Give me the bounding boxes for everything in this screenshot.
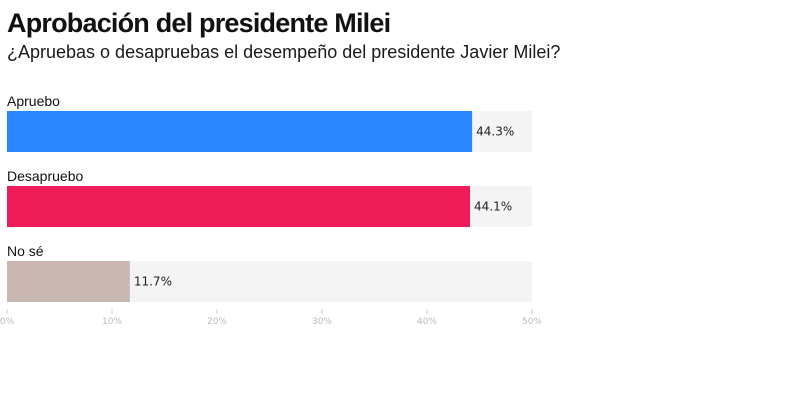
bar — [7, 186, 471, 227]
tick-label: 40% — [417, 317, 437, 327]
value-label: 44.3% — [476, 125, 514, 139]
tick-label: 50% — [522, 317, 542, 327]
tick-label: 0% — [0, 317, 15, 327]
chart-subtitle: ¿Apruebas o desapruebas el desempeño del… — [7, 42, 561, 62]
category-label: Apruebo — [7, 93, 60, 109]
chart-title: Aprobación del presidente Milei — [7, 8, 391, 38]
category-label: Desapruebo — [7, 168, 83, 184]
tick-label: 30% — [312, 317, 332, 327]
tick-label: 10% — [102, 317, 122, 327]
value-label: 44.1% — [474, 200, 512, 214]
bar — [7, 261, 130, 302]
tick-label: 20% — [207, 317, 227, 327]
value-label: 11.7% — [134, 275, 172, 289]
bar — [7, 111, 473, 152]
category-label: No sé — [7, 243, 44, 259]
